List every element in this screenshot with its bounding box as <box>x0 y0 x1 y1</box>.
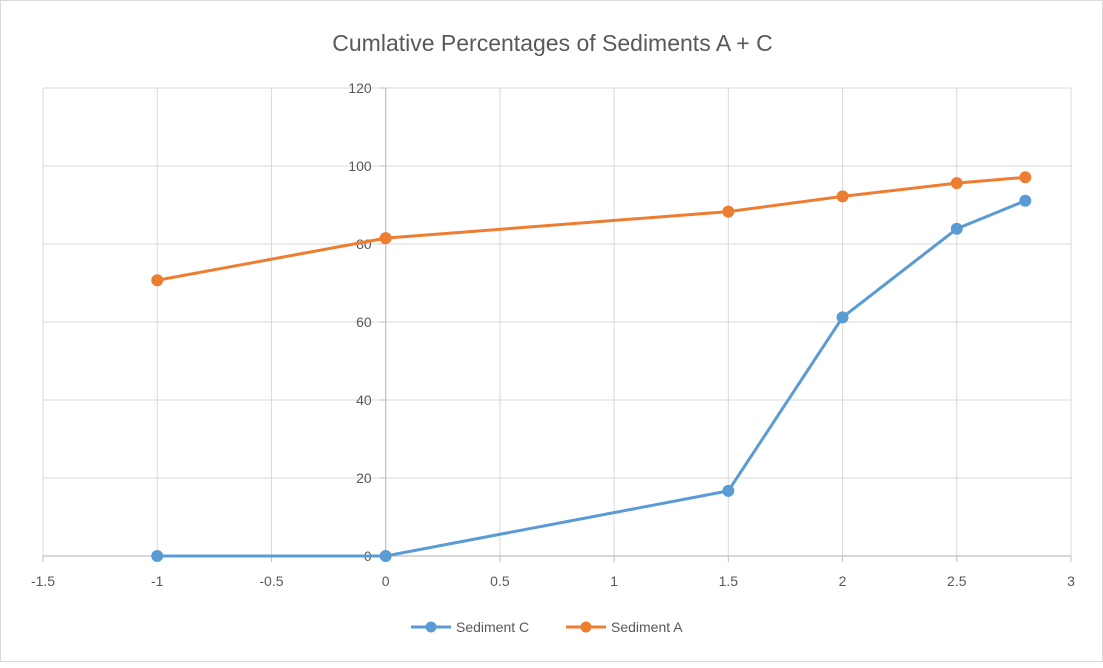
y-tick-label: 20 <box>356 470 372 486</box>
x-tick-label: 1 <box>610 573 618 589</box>
series-line-sediment-c <box>155 199 1027 558</box>
legend-label-sediment-a: Sediment A <box>611 619 683 635</box>
gridlines <box>42 87 1072 556</box>
data-point-sediment-a <box>722 205 735 218</box>
x-axis-tick-labels: -1.5 -1 -0.5 0 0.5 1 1.5 2 2.5 3 <box>31 573 1075 589</box>
x-tick-label: 3 <box>1067 573 1075 589</box>
x-tick-label: -0.5 <box>259 573 283 589</box>
data-point-sediment-a <box>836 190 849 203</box>
x-tick-label: -1 <box>151 573 164 589</box>
y-tick-label: 60 <box>356 314 372 330</box>
x-tick-label: 2 <box>839 573 847 589</box>
axes <box>42 87 1072 562</box>
x-tick-label: 0 <box>382 573 390 589</box>
data-point-sediment-a <box>379 232 392 245</box>
legend-marker-sediment-c <box>425 621 437 633</box>
data-point-sediment-c <box>379 550 392 562</box>
data-point-sediment-c <box>1019 194 1032 207</box>
y-tick-label: 120 <box>348 80 372 96</box>
data-point-sediment-c <box>151 550 164 562</box>
data-point-sediment-a <box>950 177 963 190</box>
x-tick-label: 0.5 <box>490 573 510 589</box>
data-point-sediment-a <box>1019 171 1032 184</box>
x-tick-label: 2.5 <box>947 573 967 589</box>
data-point-sediment-c <box>836 311 849 324</box>
data-point-sediment-a <box>151 274 164 287</box>
chart-title: Cumlative Percentages of Sediments A + C <box>332 30 772 56</box>
x-tick-label: 1.5 <box>719 573 739 589</box>
data-point-sediment-c <box>722 484 735 497</box>
series-lines <box>151 171 1032 562</box>
legend-label-sediment-c: Sediment C <box>456 619 529 635</box>
y-tick-label: 40 <box>356 392 372 408</box>
legend-marker-sediment-a <box>580 621 592 633</box>
legend: Sediment C Sediment A <box>411 619 683 635</box>
data-point-sediment-c <box>950 222 963 235</box>
x-tick-label: -1.5 <box>31 573 55 589</box>
series-line-sediment-a <box>155 175 1027 282</box>
y-tick-label: 100 <box>348 158 372 174</box>
